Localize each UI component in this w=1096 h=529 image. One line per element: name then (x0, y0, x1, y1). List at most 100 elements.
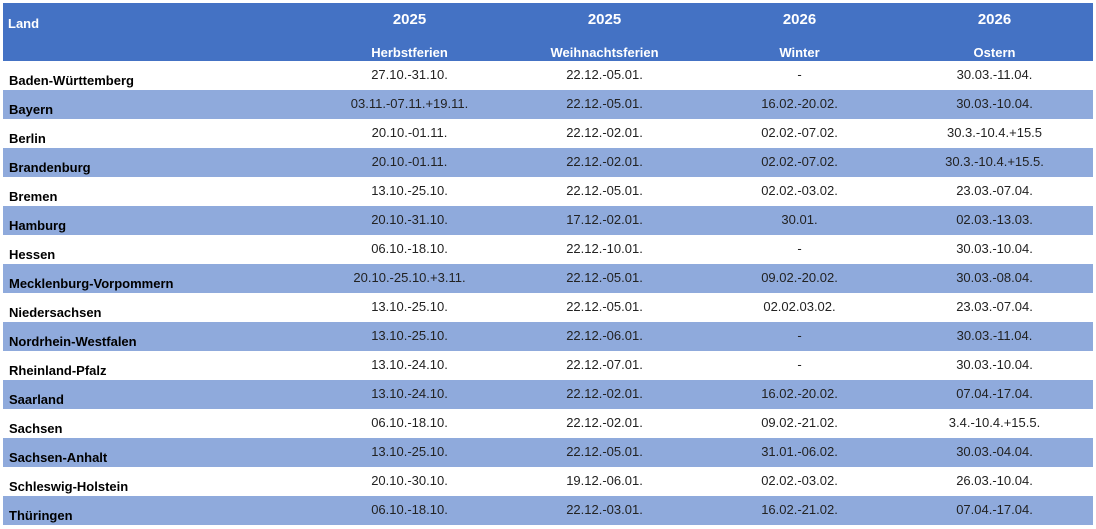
date-cell: 22.12.-02.01. (566, 386, 643, 401)
land-name: Schleswig-Holstein (9, 479, 129, 494)
date-cell: 07.04.-17.04. (956, 386, 1033, 401)
date-cell: 27.10.-31.10. (371, 67, 448, 82)
date-cell: - (797, 328, 802, 343)
table-row: Hessen 06.10.-18.10. 22.12.-10.01. - 30.03.-… (3, 235, 1093, 264)
date-cell: 30.03.-10.04. (956, 241, 1033, 256)
date-cell: 20.10.-01.11. (371, 154, 448, 169)
date-cell: 20.10.-25.10.+3.11. (353, 270, 466, 285)
table-row: Bayern 03.11.-07.11.+19.11. 22.12.-05.01. 1… (3, 90, 1093, 119)
header-name: Winter (779, 45, 820, 60)
date-cell: 23.03.-07.04. (956, 183, 1033, 198)
date-cell: 17.12.-02.01. (566, 212, 643, 227)
land-name: Bayern (9, 102, 54, 117)
date-cell: 23.03.-07.04. (956, 299, 1033, 314)
date-cell: 30.3.-10.4.+15.5. (945, 154, 1044, 169)
land-name: Baden-Württemberg (9, 73, 134, 88)
land-name: Hamburg (9, 218, 67, 233)
date-cell: 13.10.-24.10. (371, 357, 448, 372)
header-name: Herbstferien (371, 45, 448, 60)
header-name: Ostern (973, 45, 1016, 60)
date-cell: 13.10.-25.10. (371, 444, 448, 459)
date-cell: 30.01. (781, 212, 818, 227)
land-name: Sachsen-Anhalt (9, 450, 108, 465)
date-cell: 02.02.03.02. (763, 299, 836, 314)
table-row: Niedersachsen 13.10.-25.10. 22.12.-05.01. 0… (3, 293, 1093, 322)
header-year: 2026 (977, 11, 1012, 28)
date-cell: 22.12.-02.01. (566, 125, 643, 140)
date-cell: 26.03.-10.04. (956, 473, 1033, 488)
land-name: Sachsen (9, 421, 63, 436)
date-cell: 22.12.-06.01. (566, 328, 643, 343)
date-cell: 20.10.-01.11. (371, 125, 448, 140)
date-cell: 16.02.-21.02. (761, 502, 838, 517)
date-cell: 20.10.-30.10. (371, 473, 448, 488)
date-cell: 02.02.-07.02. (761, 154, 838, 169)
table-row: Hamburg 20.10.-31.10. 17.12.-02.01. 30.01. 0… (3, 206, 1093, 235)
date-cell: 02.02.-03.02. (761, 473, 838, 488)
land-name: Thüringen (9, 508, 73, 523)
date-cell: 13.10.-25.10. (371, 183, 448, 198)
date-cell: 06.10.-18.10. (371, 241, 448, 256)
land-name: Niedersachsen (9, 305, 102, 320)
date-cell: 30.03.-04.04. (956, 444, 1033, 459)
land-name: Nordrhein-Westfalen (9, 334, 137, 349)
date-cell: 22.12.-05.01. (566, 444, 643, 459)
table-row: Rheinland-Pfalz 13.10.-24.10. 22.12.-07.01… (3, 351, 1093, 380)
date-cell: 30.3.-10.4.+15.5 (946, 125, 1043, 140)
land-name: Brandenburg (9, 160, 91, 175)
table-row: Bremen 13.10.-25.10. 22.12.-05.01. 02.02.-0… (3, 177, 1093, 206)
table-row: Brandenburg 20.10.-01.11. 22.12.-02.01. 02.… (3, 148, 1093, 177)
date-cell: 03.11.-07.11.+19.11. (350, 96, 469, 111)
date-cell: 02.03.-13.03. (956, 212, 1033, 227)
header-year: 2026 (782, 11, 817, 28)
date-cell: 30.03.-11.04. (956, 328, 1033, 343)
land-name: Mecklenburg-Vorpommern (9, 276, 174, 291)
header-col-weihnacht: 2025 Weihnachtsferien (507, 3, 702, 61)
table-row: Saarland 13.10.-24.10. 22.12.-02.01. 16.02.… (3, 380, 1093, 409)
date-cell: 22.12.-10.01. (566, 241, 643, 256)
date-cell: 22.12.-05.01. (566, 299, 643, 314)
table-row: Berlin 20.10.-01.11. 22.12.-02.01. 02.02.-0… (3, 119, 1093, 148)
date-cell: 09.02.-20.02. (761, 270, 838, 285)
date-cell: 07.04.-17.04. (956, 502, 1033, 517)
land-name: Hessen (9, 247, 56, 262)
date-cell: 13.10.-25.10. (371, 328, 448, 343)
date-cell: 19.12.-06.01. (566, 473, 643, 488)
date-cell: 30.03.-11.04. (956, 67, 1033, 82)
header-col-herbst: 2025 Herbstferien (312, 3, 507, 61)
date-cell: 16.02.-20.02. (761, 96, 838, 111)
date-cell: 22.12.-02.01. (566, 154, 643, 169)
date-cell: 31.01.-06.02. (761, 444, 838, 459)
table-row: Sachsen-Anhalt 13.10.-25.10. 22.12.-05.01.… (3, 438, 1093, 467)
date-cell: 22.12.-05.01. (566, 183, 643, 198)
date-cell: 22.12.-07.01. (566, 357, 643, 372)
table-row: Nordrhein-Westfalen 13.10.-25.10. 22.12.-0… (3, 322, 1093, 351)
date-cell: 30.03.-10.04. (956, 357, 1033, 372)
land-name: Rheinland-Pfalz (9, 363, 107, 378)
date-cell: 02.02.-07.02. (761, 125, 838, 140)
date-cell: 20.10.-31.10. (371, 212, 448, 227)
date-cell: 30.03.-10.04. (956, 96, 1033, 111)
header-col-ostern: 2026 Ostern (897, 3, 1092, 61)
header-col-winter: 2026 Winter (702, 3, 897, 61)
table-row: Schleswig-Holstein 20.10.-30.10. 19.12.-06… (3, 467, 1093, 496)
header-land: Land (8, 16, 40, 31)
date-cell: 30.03.-08.04. (956, 270, 1033, 285)
date-cell: 02.02.-03.02. (761, 183, 838, 198)
date-cell: 22.12.-02.01. (566, 415, 643, 430)
table-row: Sachsen 06.10.-18.10. 22.12.-02.01. 09.02.-… (3, 409, 1093, 438)
date-cell: 13.10.-24.10. (371, 386, 448, 401)
date-cell: 3.4.-10.4.+15.5. (948, 415, 1041, 430)
land-name: Saarland (9, 392, 64, 407)
date-cell: 06.10.-18.10. (371, 415, 448, 430)
table-header: Land 2025 Herbstferien 2025 Weihnachtsfe… (3, 3, 1093, 61)
date-cell: 06.10.-18.10. (371, 502, 448, 517)
date-cell: 16.02.-20.02. (761, 386, 838, 401)
land-name: Bremen (9, 189, 58, 204)
holiday-table: Land 2025 Herbstferien 2025 Weihnachtsfe… (3, 3, 1093, 525)
date-cell: - (797, 357, 802, 372)
date-cell: 22.12.-03.01. (566, 502, 643, 517)
date-cell: - (797, 67, 802, 82)
date-cell: 13.10.-25.10. (371, 299, 448, 314)
date-cell: 22.12.-05.01. (566, 96, 643, 111)
